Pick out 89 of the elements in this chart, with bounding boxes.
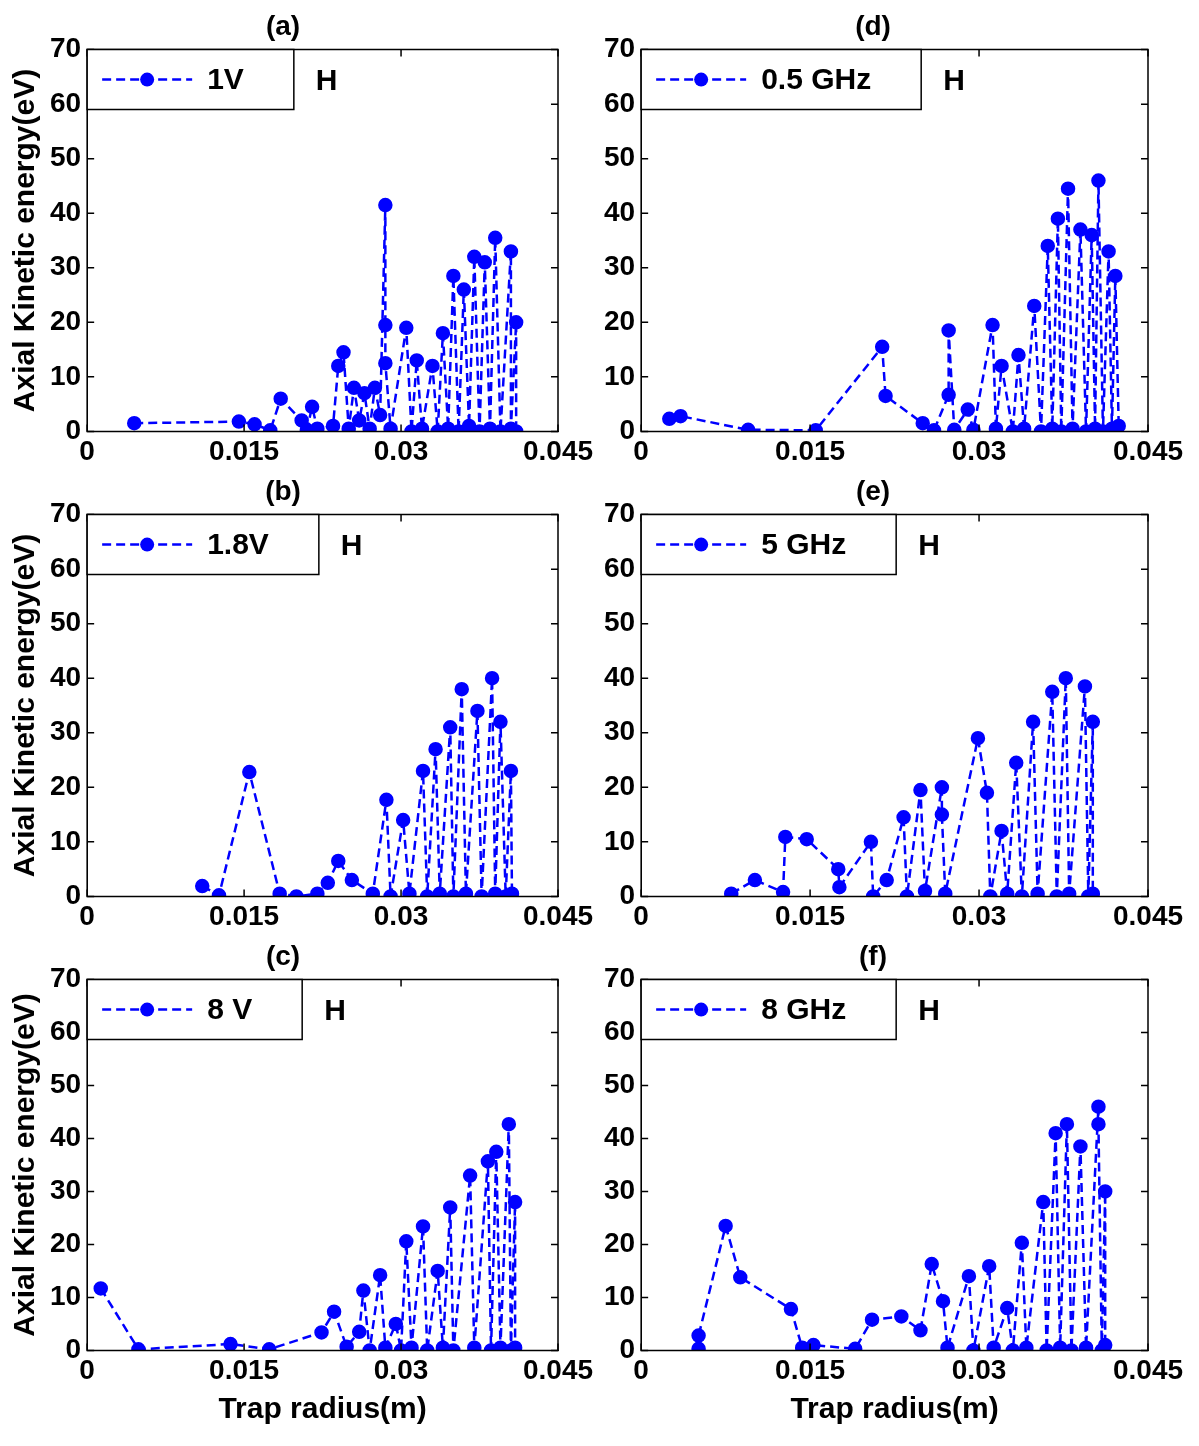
y-tick-label: 40	[49, 195, 82, 227]
y-tick-label: 0	[619, 879, 636, 911]
legend-label: 1.8V	[207, 526, 269, 560]
legend-label: 0.5 GHz	[761, 61, 872, 95]
y-tick-label: 60	[603, 551, 636, 583]
y-tick-label: 0	[619, 414, 636, 446]
y-tick-label: 20	[49, 770, 82, 802]
y-tick-label: 20	[49, 1227, 82, 1259]
annotation: H	[918, 527, 940, 561]
y-tick-label: 0	[619, 1333, 636, 1365]
legend-label: 1V	[207, 61, 244, 95]
x-tick-label: 0.03	[373, 434, 429, 466]
y-tick-label: 60	[49, 86, 82, 118]
y-tick-label: 60	[603, 1015, 636, 1047]
y-tick-label: 10	[49, 1280, 82, 1312]
legend-label: 5 GHz	[761, 526, 847, 560]
y-axis-title: Axial Kinetic energy(eV)	[7, 533, 41, 878]
x-tick-label: 0.015	[775, 899, 846, 931]
x-tick-label: 0.03	[951, 899, 1007, 931]
x-tick-label: 0.015	[209, 899, 280, 931]
x-tick-label: 0.03	[951, 1353, 1007, 1385]
x-tick-label: 0.045	[522, 1353, 594, 1385]
y-tick-label: 50	[603, 606, 636, 638]
y-tick-label: 50	[49, 1068, 82, 1100]
y-tick-label: 20	[603, 770, 636, 802]
y-tick-label: 50	[49, 141, 82, 173]
x-tick-label: 0.015	[209, 1353, 280, 1385]
x-tick-label: 0.045	[1112, 899, 1184, 931]
y-tick-label: 20	[603, 1227, 636, 1259]
chart-title: (d)	[855, 9, 891, 41]
y-tick-label: 30	[603, 1174, 636, 1206]
chart-title: (b)	[265, 474, 301, 506]
y-axis-title: Axial Kinetic energy(eV)	[7, 993, 41, 1337]
x-axis-title: Trap radius(m)	[790, 1391, 999, 1425]
x-tick-label: 0.045	[522, 434, 594, 466]
y-tick-label: 10	[49, 824, 82, 856]
y-tick-label: 20	[49, 305, 82, 337]
x-tick-label: 0.015	[775, 434, 846, 466]
y-tick-label: 60	[603, 86, 636, 118]
annotation: H	[943, 62, 965, 96]
y-tick-label: 70	[603, 32, 636, 64]
x-tick-label: 0.03	[951, 434, 1007, 466]
y-tick-label: 70	[49, 32, 82, 64]
y-tick-label: 30	[603, 715, 636, 747]
y-tick-label: 70	[49, 497, 82, 529]
y-tick-label: 30	[49, 1174, 82, 1206]
x-axis-title: Trap radius(m)	[218, 1391, 427, 1425]
y-tick-label: 40	[49, 660, 82, 692]
y-tick-label: 70	[603, 962, 636, 994]
y-tick-label: 70	[603, 497, 636, 529]
chart-title: (f)	[859, 939, 887, 971]
y-tick-label: 10	[603, 359, 636, 391]
annotation: H	[340, 527, 363, 561]
annotation: H	[324, 992, 346, 1026]
x-tick-label: 0.03	[373, 1353, 429, 1385]
legend-label: 8 GHz	[761, 991, 847, 1025]
y-tick-label: 50	[603, 141, 636, 173]
chart-title: (c)	[265, 939, 301, 971]
x-tick-label: 0.045	[1112, 434, 1184, 466]
chart-title: (a)	[265, 9, 301, 41]
y-tick-label: 60	[49, 551, 82, 583]
y-tick-label: 0	[65, 879, 82, 911]
y-tick-label: 30	[49, 715, 82, 747]
y-tick-label: 10	[603, 824, 636, 856]
x-tick-label: 0.015	[775, 1353, 846, 1385]
y-tick-label: 50	[603, 1068, 636, 1100]
y-tick-label: 40	[603, 1121, 636, 1153]
y-tick-label: 10	[603, 1280, 636, 1312]
legend-label: 8 V	[207, 991, 253, 1025]
y-tick-label: 60	[49, 1015, 82, 1047]
y-axis-title: Axial Kinetic energy(eV)	[7, 68, 41, 413]
y-tick-label: 40	[49, 1121, 82, 1153]
y-tick-label: 30	[49, 250, 82, 282]
y-tick-label: 40	[603, 660, 636, 692]
x-tick-label: 0.045	[1112, 1353, 1184, 1385]
y-tick-label: 50	[49, 606, 82, 638]
chart-title: (e)	[855, 474, 891, 506]
x-tick-label: 0.03	[373, 899, 429, 931]
x-tick-label: 0.045	[522, 899, 594, 931]
x-tick-label: 0.015	[209, 434, 280, 466]
y-tick-label: 10	[49, 359, 82, 391]
annotation: H	[918, 992, 940, 1026]
y-tick-label: 30	[603, 250, 636, 282]
y-tick-label: 40	[603, 195, 636, 227]
annotation: H	[315, 62, 338, 96]
y-tick-label: 20	[603, 305, 636, 337]
y-tick-label: 0	[65, 414, 82, 446]
y-tick-label: 0	[65, 1333, 82, 1365]
y-tick-label: 70	[49, 962, 82, 994]
